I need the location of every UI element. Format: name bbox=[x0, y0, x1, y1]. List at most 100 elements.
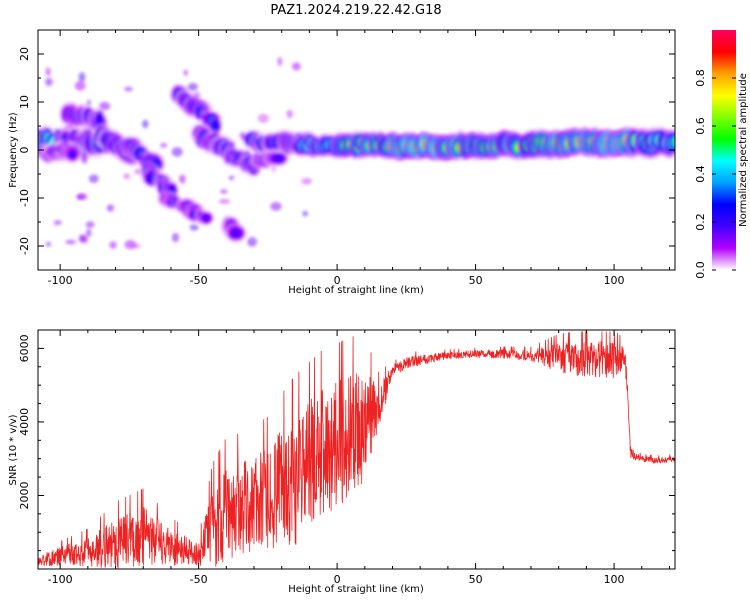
y-tick-label: 4000 bbox=[18, 408, 31, 436]
colorbar-tick-label: 0.2 bbox=[694, 213, 707, 231]
colorbar-tick-label: 0.8 bbox=[694, 69, 707, 87]
y-tick-label: -10 bbox=[18, 189, 31, 207]
spectral-noise bbox=[239, 131, 246, 140]
spectral-blob bbox=[213, 123, 218, 129]
spectral-noise bbox=[160, 142, 168, 148]
spectral-noise bbox=[142, 119, 149, 129]
spectral-noise bbox=[187, 83, 198, 91]
colorbar-tick-label: 0.6 bbox=[694, 117, 707, 135]
spectral-noise bbox=[167, 193, 177, 199]
spectral-noise bbox=[291, 62, 301, 71]
spectral-noise bbox=[86, 100, 92, 106]
colorbar-gradient bbox=[712, 30, 736, 270]
spectral-noise bbox=[220, 189, 228, 194]
spectral-noise bbox=[270, 202, 282, 211]
spectral-noise bbox=[124, 239, 137, 250]
snr-x-ticks: -100 -50 0 50 100 bbox=[48, 330, 670, 586]
spectral-noise bbox=[45, 67, 51, 76]
spectral-blob bbox=[233, 230, 239, 236]
spectral-noise bbox=[86, 228, 92, 237]
spectral-noise bbox=[65, 239, 77, 245]
spectral-feature bbox=[157, 189, 216, 227]
spectral-noise bbox=[53, 220, 62, 226]
y-tick-label: 0 bbox=[18, 147, 31, 154]
x-tick-label: -100 bbox=[48, 573, 73, 586]
snr-panel: -100 -50 0 50 100 2000 4000 6000 Height of str… bbox=[8, 329, 676, 595]
spectral-noise bbox=[54, 128, 61, 135]
spectral-noise bbox=[73, 135, 82, 141]
y-tick-label: 2000 bbox=[18, 481, 31, 509]
spectral-noise bbox=[301, 178, 312, 185]
x-tick-label: 0 bbox=[334, 573, 341, 586]
spectrogram-x-axis-label: Height of straight line (km) bbox=[288, 285, 424, 296]
spectral-noise bbox=[88, 174, 99, 183]
spectral-feature bbox=[38, 139, 84, 166]
y-tick-label: 20 bbox=[18, 47, 31, 61]
spectral-noise bbox=[192, 92, 201, 98]
spectral-noise bbox=[99, 101, 111, 111]
snr-y-axis-label: SNR (10 * v/v) bbox=[8, 414, 19, 485]
spectral-noise bbox=[257, 113, 269, 124]
spectral-blob bbox=[671, 135, 675, 149]
spectral-noise bbox=[228, 175, 235, 181]
colorbar-label: Normalized spectral amplitude bbox=[738, 73, 749, 227]
spectral-noise bbox=[252, 138, 258, 143]
spectral-noise bbox=[52, 145, 60, 153]
spectral-noise bbox=[223, 154, 229, 165]
x-tick-label: 100 bbox=[604, 573, 625, 586]
snr-frame bbox=[37, 329, 676, 570]
x-tick-label: 0 bbox=[334, 274, 341, 287]
spectral-noise bbox=[74, 81, 86, 91]
x-tick-label: -100 bbox=[48, 274, 73, 287]
spectral-noise bbox=[109, 241, 117, 249]
spectrogram-y-axis-label: Frequency (Hz) bbox=[8, 112, 19, 188]
spectral-noise bbox=[189, 224, 199, 231]
spectral-noise bbox=[45, 241, 52, 247]
spectral-blob bbox=[275, 156, 282, 161]
spectral-feature bbox=[138, 160, 180, 202]
spectral-noise bbox=[134, 154, 145, 160]
spectral-noise bbox=[302, 210, 309, 217]
spectral-feature bbox=[249, 149, 291, 173]
spectral-blob bbox=[203, 215, 209, 221]
y-tick-label: -20 bbox=[18, 237, 31, 255]
spectral-noise bbox=[63, 137, 69, 147]
x-tick-label: 50 bbox=[469, 573, 483, 586]
spectrogram-y-ticks: -20 -10 0 10 20 bbox=[18, 29, 675, 271]
spectrogram-x-ticks: -100 -50 0 50 100 bbox=[48, 30, 670, 287]
colorbar-tick-label: 0.0 bbox=[694, 261, 707, 279]
x-tick-label: 50 bbox=[469, 274, 483, 287]
spectral-noise bbox=[77, 193, 88, 201]
spectral-noise bbox=[272, 166, 277, 172]
spectral-noise bbox=[124, 86, 133, 92]
spectral-noise bbox=[81, 154, 88, 164]
spectral-blob bbox=[98, 116, 102, 123]
spectral-noise bbox=[123, 173, 131, 180]
colorbar-tick-label: 0.4 bbox=[694, 165, 707, 183]
x-tick-label: -50 bbox=[190, 274, 208, 287]
spectral-noise bbox=[85, 221, 95, 229]
spectral-noise bbox=[229, 149, 241, 155]
spectral-noise bbox=[171, 232, 180, 243]
spectral-blob bbox=[70, 151, 75, 157]
spectral-noise bbox=[171, 147, 183, 157]
spectral-noise bbox=[79, 236, 89, 244]
spectral-noise bbox=[178, 174, 186, 184]
spectrogram-heatmap bbox=[38, 57, 675, 250]
spectral-noise bbox=[102, 146, 110, 155]
spectral-noise bbox=[78, 72, 86, 82]
spectral-noise bbox=[218, 199, 231, 204]
spectral-blob bbox=[669, 132, 675, 152]
spectral-noise bbox=[271, 141, 278, 148]
figure-title: PAZ1.2024.219.22.42.G18 bbox=[270, 3, 441, 18]
spectral-noise bbox=[45, 77, 53, 87]
snr-series-line bbox=[38, 331, 675, 569]
spectral-noise bbox=[183, 69, 188, 76]
x-tick-label: 100 bbox=[604, 274, 625, 287]
x-tick-label: -50 bbox=[190, 573, 208, 586]
snr-x-axis-label: Height of straight line (km) bbox=[288, 584, 424, 595]
spectral-noise bbox=[277, 57, 283, 66]
y-tick-label: 10 bbox=[18, 95, 31, 109]
